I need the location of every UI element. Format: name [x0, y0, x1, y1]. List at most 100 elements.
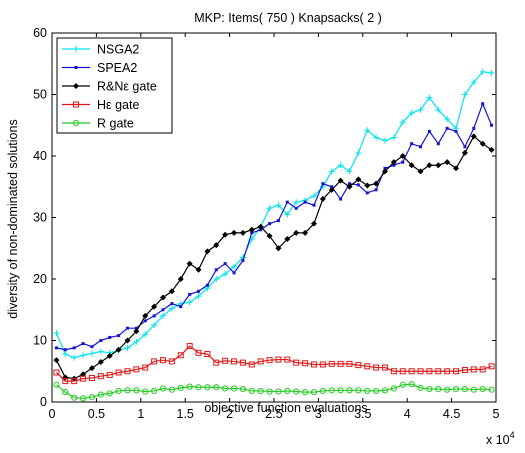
legend-label: NSGA2 — [97, 43, 139, 57]
data-point — [454, 129, 458, 133]
data-point — [125, 326, 129, 330]
data-point — [81, 342, 85, 346]
data-point — [479, 140, 486, 147]
data-point — [461, 91, 468, 98]
data-point — [310, 220, 317, 227]
data-point — [330, 185, 334, 189]
data-point — [53, 381, 60, 388]
data-point — [195, 349, 202, 356]
data-point — [71, 394, 78, 401]
data-point — [71, 354, 78, 361]
data-point — [285, 200, 289, 204]
data-point — [328, 168, 335, 175]
data-point — [124, 337, 131, 344]
data-point — [479, 385, 486, 393]
data-point — [257, 223, 264, 230]
data-point — [160, 312, 166, 319]
data-point — [124, 387, 131, 394]
y-tick-label: 0 — [40, 395, 47, 409]
data-point — [355, 362, 362, 369]
data-point — [294, 206, 298, 210]
data-point — [346, 168, 353, 175]
data-point — [399, 381, 406, 388]
data-point — [106, 352, 113, 359]
data-point — [337, 360, 344, 367]
legend-label: SPEA2 — [97, 61, 137, 75]
data-point — [213, 242, 220, 249]
data-point — [88, 393, 96, 401]
legend-label: R&Nε gate — [97, 80, 157, 94]
data-point — [231, 229, 238, 236]
data-point — [195, 384, 202, 391]
data-point — [74, 66, 78, 69]
data-point — [453, 368, 460, 375]
data-point — [365, 191, 369, 195]
x-tick-label: 2 — [226, 407, 233, 421]
data-point — [310, 361, 317, 368]
data-point — [444, 386, 451, 393]
data-point — [151, 358, 158, 365]
data-point — [435, 106, 442, 113]
x-tick-label: 3.5 — [354, 407, 371, 421]
data-point — [399, 119, 406, 126]
x-tick-label: 5 — [493, 407, 500, 421]
data-point — [346, 183, 353, 190]
data-point — [72, 119, 80, 127]
data-point — [488, 69, 495, 76]
data-point — [97, 373, 104, 380]
y-axis-label: diversity of non-dominated solutions — [6, 119, 20, 318]
data-point — [222, 385, 229, 392]
data-point — [337, 387, 344, 394]
data-point — [390, 385, 397, 392]
data-point — [97, 359, 104, 366]
data-point — [213, 359, 220, 366]
series-0 — [53, 68, 495, 361]
data-point — [470, 79, 477, 86]
data-point — [133, 366, 140, 373]
data-point — [382, 137, 388, 144]
data-point — [470, 386, 477, 393]
data-point — [179, 305, 183, 309]
data-point — [452, 385, 460, 393]
data-point — [177, 352, 184, 359]
data-point — [445, 126, 449, 130]
data-point — [310, 389, 318, 396]
data-point — [223, 262, 227, 266]
x-tick-label: 1 — [137, 407, 144, 421]
chart-title: MKP: Items( 750 ) Knapsacks( 2 ) — [194, 11, 382, 25]
data-point — [463, 145, 467, 149]
data-point — [197, 289, 201, 293]
data-point — [303, 200, 307, 204]
data-point — [417, 106, 424, 113]
data-point — [302, 360, 309, 367]
legend-item: R&Nε gate — [62, 80, 157, 94]
data-point — [266, 357, 273, 364]
data-point — [427, 129, 431, 133]
y-tick-label: 60 — [33, 26, 47, 40]
data-point — [355, 176, 362, 183]
data-point — [399, 153, 406, 159]
data-point — [108, 335, 112, 339]
data-point — [257, 387, 264, 395]
data-point — [73, 46, 79, 52]
data-point — [266, 232, 273, 239]
series-2 — [53, 133, 495, 382]
data-point — [62, 389, 69, 396]
data-point — [319, 196, 326, 203]
data-point — [204, 351, 211, 358]
data-point — [470, 133, 477, 140]
data-point — [453, 165, 460, 172]
data-point — [373, 387, 380, 395]
data-point — [177, 276, 184, 282]
data-point — [257, 358, 264, 365]
data-point — [328, 360, 335, 367]
data-point — [401, 160, 405, 164]
data-point — [248, 361, 255, 368]
series-4 — [53, 381, 495, 402]
data-point — [488, 146, 495, 153]
data-point — [222, 231, 229, 238]
y-tick-label: 40 — [33, 149, 47, 163]
data-point — [106, 390, 113, 397]
data-point — [213, 384, 220, 391]
